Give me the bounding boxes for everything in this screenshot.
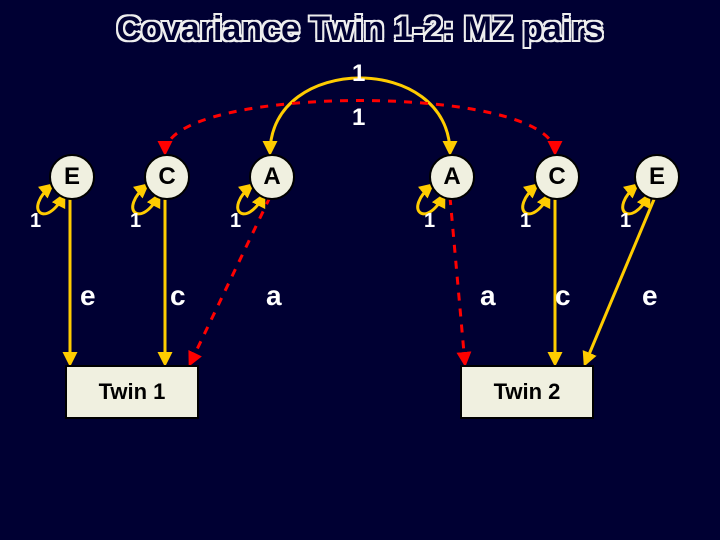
path-a1: a bbox=[266, 280, 282, 312]
twin-1-box: Twin 1 bbox=[65, 365, 199, 419]
one-e1: 1 bbox=[30, 210, 41, 233]
one-a2: 1 bbox=[424, 210, 435, 233]
path-e1: e bbox=[80, 280, 96, 312]
path-c1: c bbox=[170, 280, 186, 312]
latent-e1: E bbox=[49, 154, 95, 200]
arc-label-a: 1 bbox=[352, 60, 365, 88]
path-c2: c bbox=[555, 280, 571, 312]
latent-a1: A bbox=[249, 154, 295, 200]
one-e2: 1 bbox=[620, 210, 631, 233]
one-c2: 1 bbox=[520, 210, 531, 233]
path-e2: e bbox=[642, 280, 658, 312]
path-a2: a bbox=[480, 280, 496, 312]
arc-label-c: 1 bbox=[352, 104, 365, 132]
latent-c1: C bbox=[144, 154, 190, 200]
latent-e2: E bbox=[634, 154, 680, 200]
latent-c2: C bbox=[534, 154, 580, 200]
twin-2-box: Twin 2 bbox=[460, 365, 594, 419]
latent-a2: A bbox=[429, 154, 475, 200]
one-c1: 1 bbox=[130, 210, 141, 233]
one-a1: 1 bbox=[230, 210, 241, 233]
